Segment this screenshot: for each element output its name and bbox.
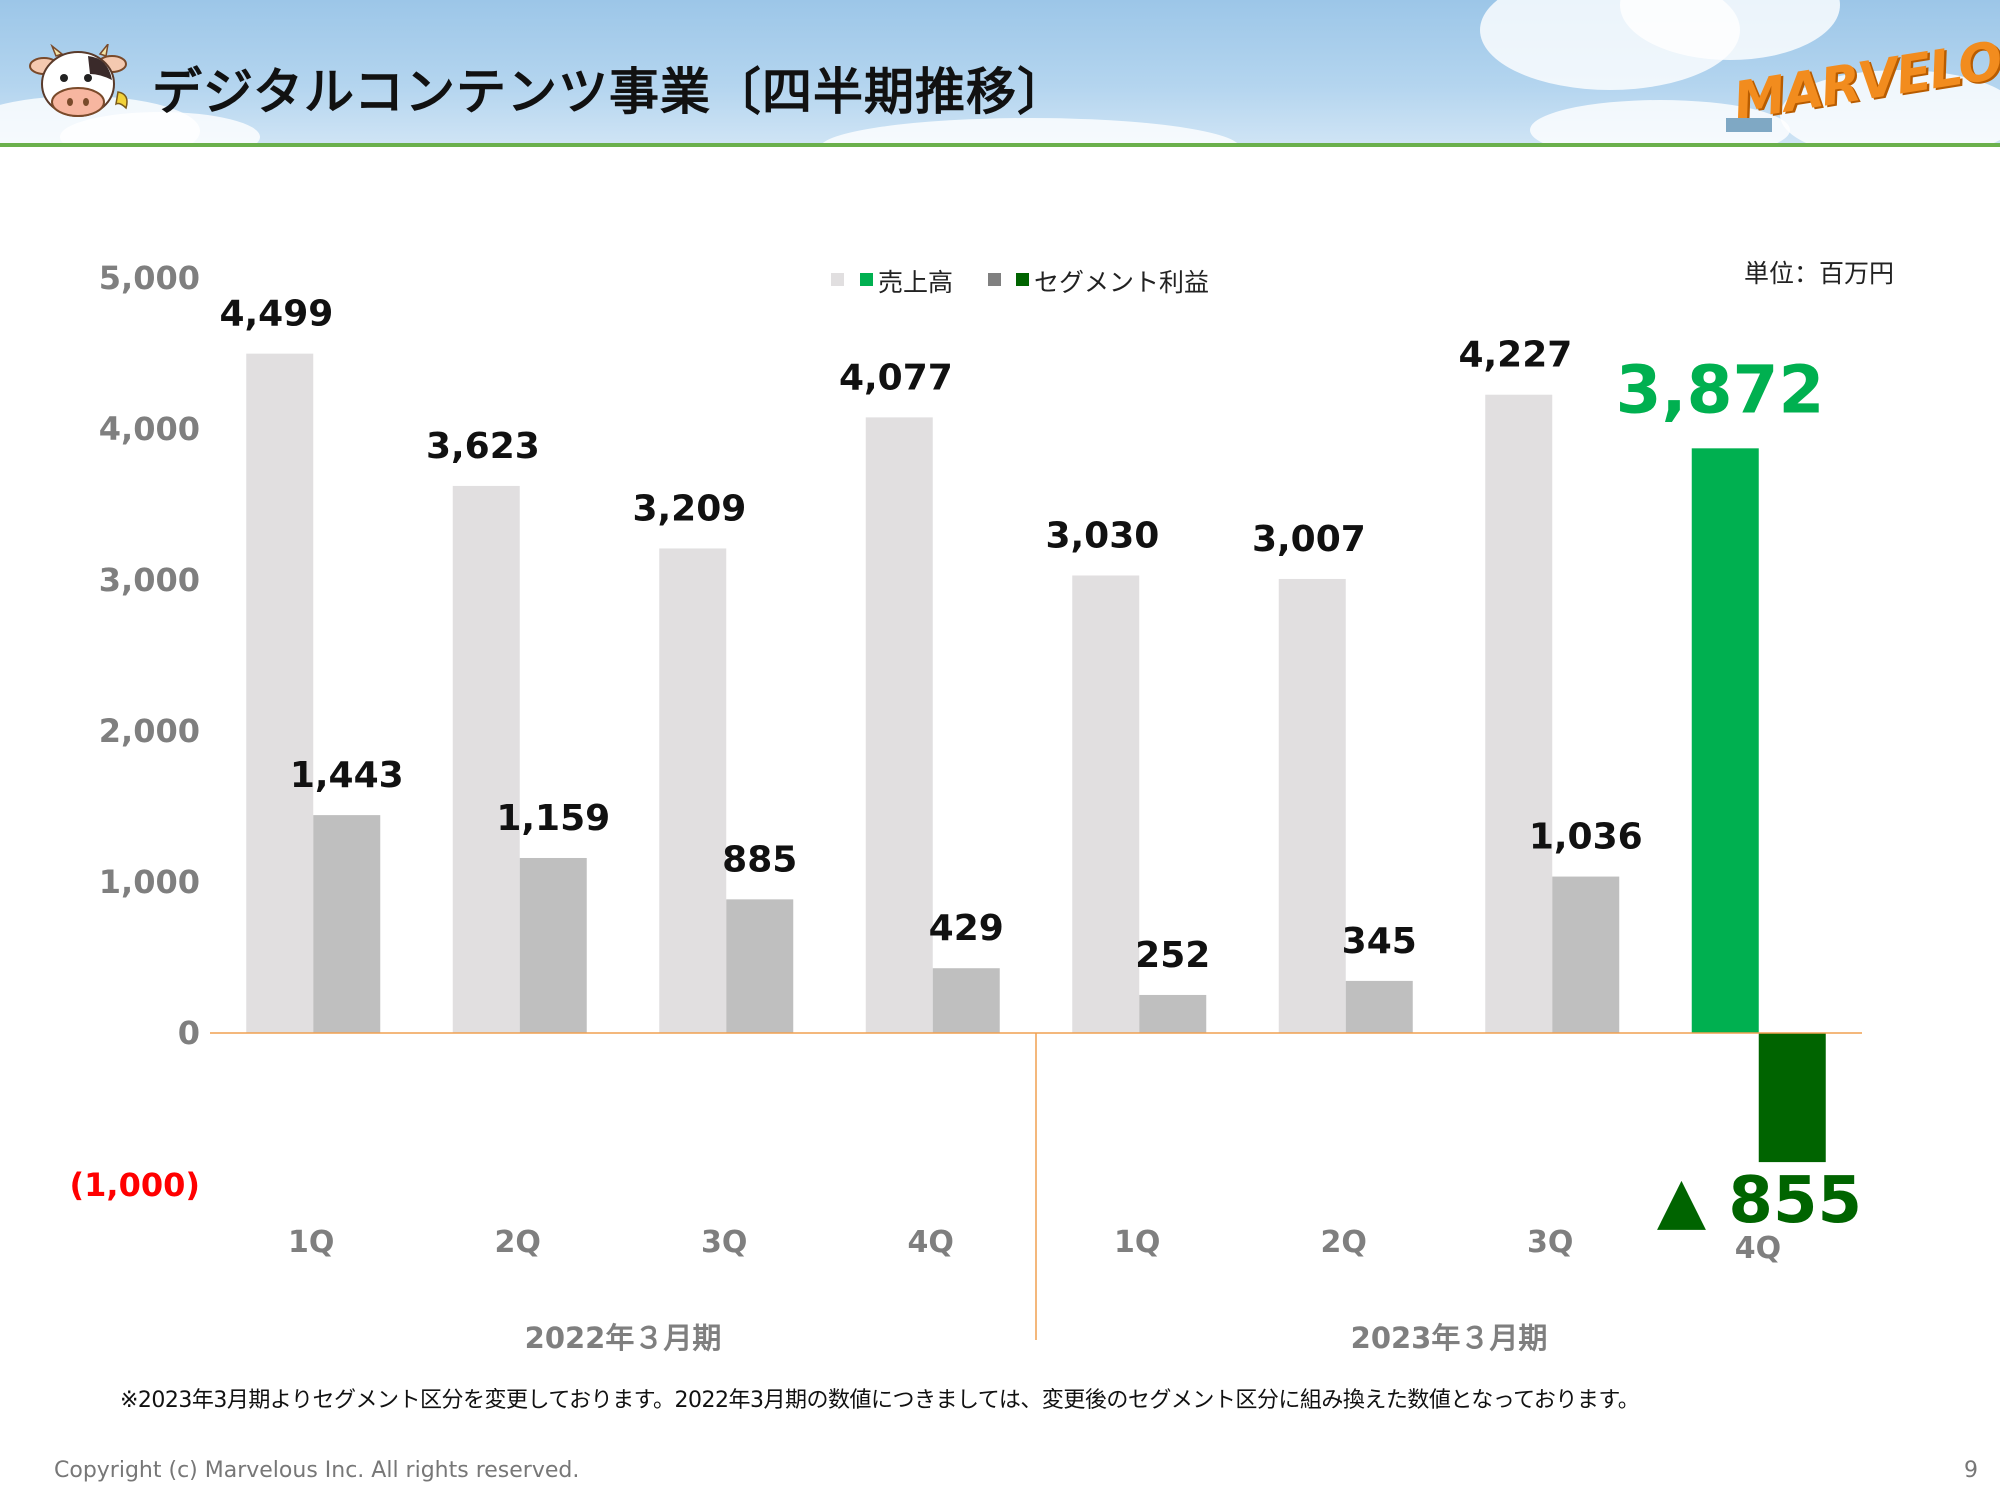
quarterly-bar-chart: 売上高 セグメント利益 5,000 4,000 3,000 2,000 1,000 0 (1…	[70, 259, 1862, 1355]
sales-bar	[865, 417, 933, 1033]
x-axis: 1Q 2Q 3Q 4Q 1Q 2Q 3Q 4Q 2022年３月期 2023年３月期	[288, 1225, 1781, 1355]
x-category-label: 3Q	[701, 1225, 747, 1260]
legend-label-profit: セグメント利益	[1034, 268, 1209, 297]
profit-data-label: 345	[1342, 921, 1417, 962]
y-tick-label: 2,000	[99, 712, 200, 750]
y-tick-label: 3,000	[99, 561, 200, 599]
y-tick-label: 0	[178, 1014, 200, 1052]
x-category-label: 2Q	[495, 1225, 541, 1260]
sales-bar	[1485, 394, 1553, 1033]
x-category-label: 1Q	[1114, 1225, 1160, 1260]
bars-layer	[246, 353, 1826, 1163]
sales-data-label: 3,872	[1616, 351, 1825, 428]
sales-data-label: 3,623	[426, 426, 540, 467]
sales-data-label: 4,499	[219, 294, 333, 335]
legend-swatch-profit-green	[1016, 273, 1029, 286]
sales-bar	[1072, 575, 1140, 1033]
profit-data-label: 1,159	[496, 798, 610, 839]
profit-bar	[1345, 980, 1413, 1033]
x-category-label: 4Q	[908, 1225, 954, 1260]
x-category-label: 3Q	[1527, 1225, 1573, 1260]
header-banner: デジタルコンテンツ事業〔四半期推移〕 MARVELOUS!	[0, 0, 2000, 144]
profit-data-label: 885	[722, 839, 797, 880]
profit-bar	[726, 899, 794, 1033]
data-labels-layer: 4,499 1,443 3,623 1,159 3,209 885 4,077 429 3,03…	[219, 294, 1862, 1238]
legend-swatch-sales-gray	[831, 273, 844, 286]
profit-data-label: 429	[929, 908, 1004, 949]
y-tick-label: 5,000	[99, 259, 200, 297]
profit-bar	[1552, 876, 1620, 1033]
period-group-label: 2023年３月期	[1351, 1321, 1548, 1355]
cloud-decoration	[1780, 70, 2000, 144]
profit-bar	[1758, 1033, 1826, 1163]
profit-data-label: ▲ 855	[1657, 1164, 1862, 1238]
profit-data-label: 1,443	[290, 755, 404, 796]
sales-data-label: 3,209	[632, 488, 746, 529]
profit-bar	[313, 815, 381, 1033]
x-category-label: 1Q	[288, 1225, 334, 1260]
sales-data-label: 3,030	[1045, 515, 1159, 556]
copyright-text: Copyright (c) Marvelous Inc. All rights …	[54, 1458, 580, 1483]
axis-lines	[210, 1032, 1862, 1340]
footnote: ※2023年3月期よりセグメント区分を変更しております。2022年3月期の数値に…	[120, 1388, 1640, 1413]
cow-mascot-icon	[29, 44, 128, 117]
page-title: デジタルコンテンツ事業〔四半期推移〕	[152, 63, 1068, 121]
chart-legend: 売上高 セグメント利益	[831, 268, 1209, 297]
unit-label: 単位：百万円	[1744, 259, 1895, 288]
period-group-label: 2022年３月期	[525, 1321, 722, 1355]
sales-data-label: 4,227	[1458, 335, 1572, 376]
y-axis: 5,000 4,000 3,000 2,000 1,000 0 (1,000)	[70, 259, 200, 1204]
profit-data-label: 252	[1135, 935, 1210, 976]
profit-bar	[1139, 994, 1207, 1033]
profit-bar	[932, 968, 1000, 1033]
logo-tag-decoration	[1726, 118, 1772, 132]
y-tick-label: 4,000	[99, 410, 200, 448]
sales-bar	[659, 548, 727, 1033]
company-logo: MARVELOUS!	[1722, 16, 2000, 132]
sales-bar	[246, 353, 314, 1033]
sales-bar	[452, 485, 520, 1033]
legend-swatch-sales-green	[860, 273, 873, 286]
profit-data-label: 1,036	[1529, 817, 1643, 858]
sales-data-label: 4,077	[839, 357, 953, 398]
legend-swatch-profit-gray	[988, 273, 1001, 286]
sales-bar	[1691, 448, 1759, 1033]
y-tick-label: (1,000)	[70, 1166, 200, 1204]
y-tick-label: 1,000	[99, 863, 200, 901]
header-divider	[0, 143, 2000, 147]
profit-bar	[519, 857, 587, 1033]
page-number: 9	[1964, 1458, 1978, 1483]
sales-data-label: 3,007	[1252, 519, 1366, 560]
x-category-label: 2Q	[1321, 1225, 1367, 1260]
sales-bar	[1278, 578, 1346, 1033]
x-category-label: 4Q	[1735, 1231, 1781, 1266]
legend-label-sales: 売上高	[878, 268, 953, 297]
